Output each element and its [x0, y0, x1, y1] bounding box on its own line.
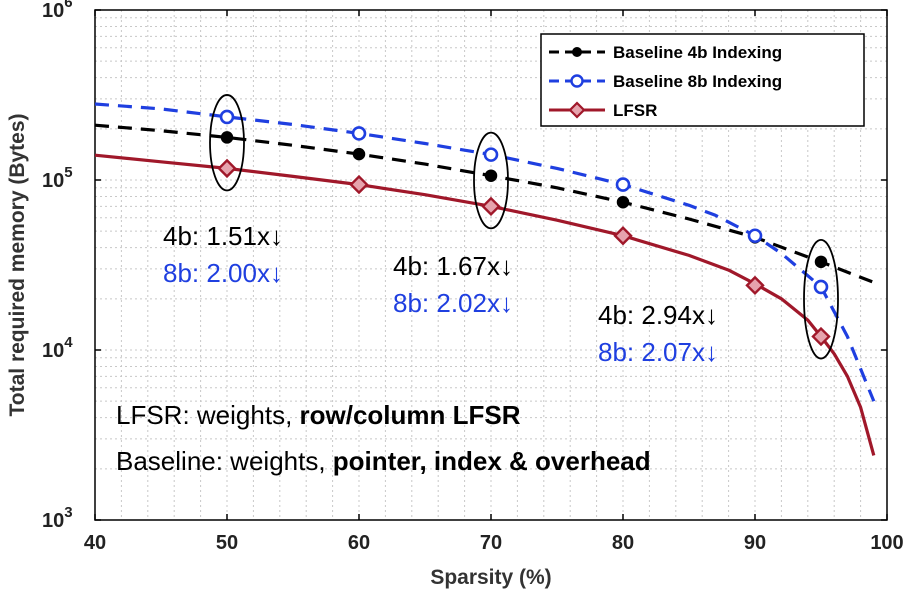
series-point-2 [747, 228, 763, 244]
series-point-3 [349, 174, 369, 195]
series-point-2 [813, 279, 829, 295]
y-tick-exponent: 4 [64, 334, 73, 351]
y-tick-label: 106 [42, 0, 73, 22]
note-lfsr-plain: LFSR: weights, [116, 400, 300, 430]
x-axis-label: Sparsity (%) [430, 566, 551, 589]
legend-marker-3 [568, 101, 586, 119]
legend-marker-1 [572, 47, 582, 57]
legend-marker-2 [570, 74, 584, 88]
annotation-8b: 8b: 2.02x↓ [393, 288, 513, 318]
highlight-ellipse [209, 94, 245, 192]
x-tick-label: 100 [870, 532, 903, 554]
y-tick-exponent: 6 [64, 0, 72, 11]
series-point-1 [352, 147, 366, 161]
x-tick-label: 40 [84, 532, 106, 554]
annotation-8b: 8b: 2.00x↓ [163, 258, 283, 288]
x-tick-label: 90 [744, 532, 766, 554]
note-baseline-bold: pointer, index & overhead [333, 446, 651, 476]
annotation-4b: 4b: 2.94x↓ [598, 300, 718, 330]
series-point-1 [220, 131, 234, 144]
grid [95, 10, 887, 520]
series-point-2 [483, 147, 499, 162]
series-point-1 [616, 195, 630, 209]
highlight-ellipses [209, 94, 839, 360]
x-tick-label: 80 [612, 532, 634, 554]
note-lfsr: LFSR: weights, row/column LFSR [116, 400, 521, 430]
x-tick-label: 60 [348, 532, 370, 554]
legend-label-3: LFSR [613, 101, 657, 120]
y-tick-label: 105 [42, 164, 73, 192]
series-point-1 [484, 169, 498, 182]
highlight-ellipse [473, 131, 509, 230]
legend-label-2: Baseline 8b Indexing [613, 72, 782, 91]
annotation-8b: 8b: 2.07x↓ [598, 337, 718, 367]
series-line-3 [94, 153, 876, 456]
series-line-2 [94, 102, 876, 402]
series-point-2 [615, 177, 631, 192]
annotation-4b: 4b: 1.67x↓ [393, 251, 513, 281]
series-point-3 [217, 158, 237, 179]
y-tick-exponent: 5 [64, 164, 72, 181]
series-point-3 [745, 275, 765, 296]
ratio-annotations: 4b: 1.51x↓ 8b: 2.00x↓ 4b: 1.67x↓ 8b: 2.02x↓… [163, 221, 718, 367]
note-baseline: Baseline: weights, pointer, index & over… [116, 446, 651, 476]
series-point-2 [351, 126, 367, 141]
legend: Baseline 4b Indexing Baseline 8b Indexing… [540, 33, 865, 127]
note-baseline-plain: Baseline: weights, [116, 446, 333, 476]
series-point-2 [219, 109, 235, 125]
y-axis-label: Total required memory (Bytes) [6, 113, 29, 416]
x-tick-label: 70 [480, 532, 502, 554]
annotation-4b: 4b: 1.51x↓ [163, 221, 283, 251]
y-tick-label: 103 [42, 504, 73, 532]
notes: LFSR: weights, row/column LFSR Baseline:… [116, 400, 651, 476]
series-point-3 [613, 226, 633, 246]
highlight-ellipse [803, 238, 839, 360]
series-point-3 [481, 196, 501, 217]
series-point-1 [814, 255, 828, 269]
note-lfsr-bold: row/column LFSR [300, 400, 521, 430]
y-tick-label: 104 [42, 334, 73, 362]
x-tick-label: 50 [216, 532, 238, 554]
series-layer [94, 102, 876, 456]
y-tick-exponent: 3 [64, 504, 72, 521]
series-point-3 [811, 326, 831, 347]
legend-label-1: Baseline 4b Indexing [613, 43, 782, 62]
